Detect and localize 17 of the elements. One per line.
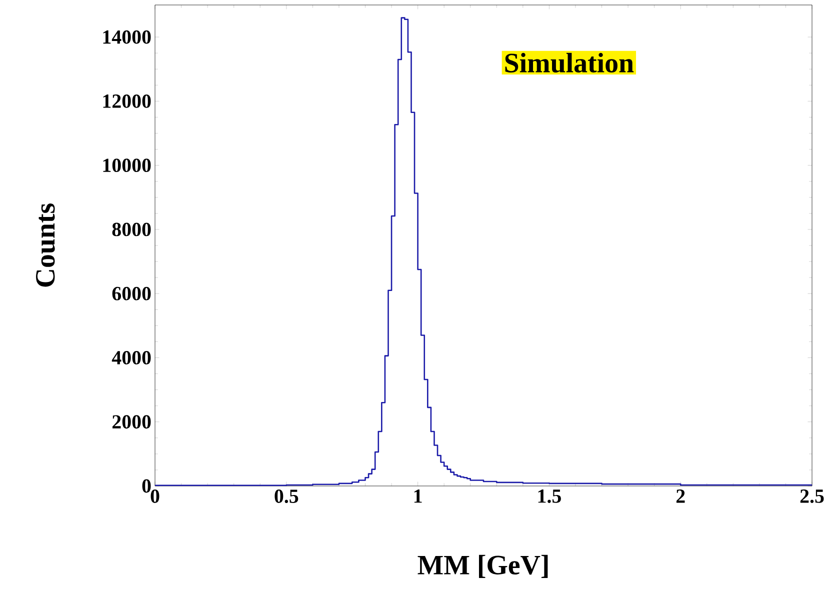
y-tick-label: 0: [142, 479, 151, 493]
x-tick-label: 1: [414, 490, 422, 503]
x-axis-title: MM [GeV]: [418, 554, 548, 578]
x-tick-label: 0.5: [274, 490, 298, 504]
annotation: Simulation: [505, 52, 634, 73]
x-tick-label: 2: [676, 490, 685, 503]
y-tick-label: 14000: [103, 30, 151, 44]
y-tick-label: 4000: [112, 350, 151, 364]
y-tick-label: 12000: [103, 94, 151, 108]
y-tick-label: 6000: [112, 286, 151, 300]
y-tick-label: 8000: [112, 222, 151, 236]
y-tick-label: 2000: [112, 415, 151, 429]
y-tick-label: 10000: [103, 158, 151, 172]
y-axis-title: Counts: [36, 204, 55, 287]
x-tick-label: 1.5: [538, 490, 561, 503]
x-tick-label: 2.5: [800, 490, 824, 503]
x-tick-label: 0: [150, 490, 160, 503]
